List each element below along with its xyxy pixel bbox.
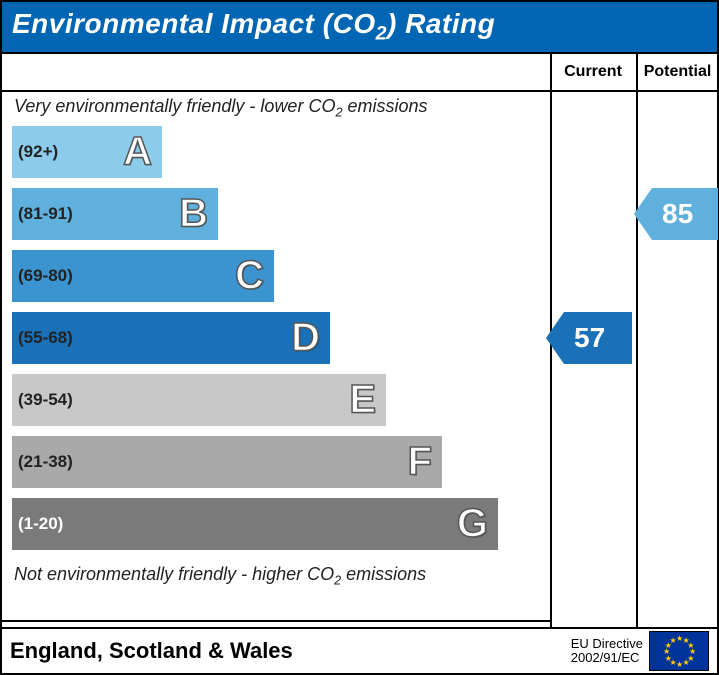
title-sub: 2 bbox=[376, 23, 387, 45]
rating-band-range: (81-91) bbox=[18, 204, 73, 224]
rating-band-letter: G bbox=[457, 501, 488, 546]
divider-header bbox=[2, 90, 717, 92]
title-bar: Environmental Impact (CO2) Rating bbox=[2, 2, 717, 52]
epc-rating-card: Environmental Impact (CO2) Rating Curren… bbox=[0, 0, 719, 675]
divider-bottom bbox=[2, 620, 550, 622]
rating-band-b: (81-91) B bbox=[12, 188, 218, 240]
caption-top: Very environmentally friendly - lower CO… bbox=[14, 96, 428, 120]
pointer-value: 57 bbox=[564, 312, 632, 364]
title-suffix: ) Rating bbox=[387, 8, 495, 39]
divider-current bbox=[636, 54, 638, 632]
rating-band-letter: A bbox=[123, 129, 152, 174]
footer: England, Scotland & Wales EU Directive 2… bbox=[2, 627, 717, 673]
rating-band-range: (39-54) bbox=[18, 390, 73, 410]
rating-band-letter: B bbox=[179, 191, 208, 236]
rating-band-range: (92+) bbox=[18, 142, 58, 162]
rating-band-letter: E bbox=[349, 377, 376, 422]
footer-region: England, Scotland & Wales bbox=[10, 638, 571, 664]
rating-band-letter: D bbox=[291, 315, 320, 360]
rating-band-range: (21-38) bbox=[18, 452, 73, 472]
pointer-arrow-icon bbox=[546, 312, 564, 364]
rating-grid: Current Potential Very environmentally f… bbox=[2, 52, 717, 632]
rating-band-letter: C bbox=[235, 253, 264, 298]
title-prefix: Environmental Impact (CO bbox=[12, 8, 376, 39]
rating-band-c: (69-80) C bbox=[12, 250, 274, 302]
footer-directive: EU Directive 2002/91/EC bbox=[571, 637, 643, 666]
rating-band-range: (69-80) bbox=[18, 266, 73, 286]
pointer-arrow-icon bbox=[634, 188, 652, 240]
pointer-current: 57 bbox=[546, 312, 632, 364]
rating-band-a: (92+) A bbox=[12, 126, 162, 178]
rating-band-range: (55-68) bbox=[18, 328, 73, 348]
caption-bottom: Not environmentally friendly - higher CO… bbox=[14, 564, 426, 588]
eu-star-icon: ★ bbox=[670, 636, 677, 645]
rating-band-e: (39-54) E bbox=[12, 374, 386, 426]
rating-band-d: (55-68) D bbox=[12, 312, 330, 364]
rating-band-letter: F bbox=[408, 439, 432, 484]
col-header-potential: Potential bbox=[636, 54, 719, 90]
rating-band-f: (21-38) F bbox=[12, 436, 442, 488]
pointer-value: 85 bbox=[652, 188, 718, 240]
eu-star-icon: ★ bbox=[676, 660, 683, 669]
col-header-current: Current bbox=[550, 54, 636, 90]
rating-band-g: (1-20) G bbox=[12, 498, 498, 550]
pointer-potential: 85 bbox=[634, 188, 718, 240]
rating-band-range: (1-20) bbox=[18, 514, 63, 534]
eu-star-icon: ★ bbox=[683, 658, 690, 667]
eu-flag-icon: ★★★★★★★★★★★★ bbox=[649, 631, 709, 671]
